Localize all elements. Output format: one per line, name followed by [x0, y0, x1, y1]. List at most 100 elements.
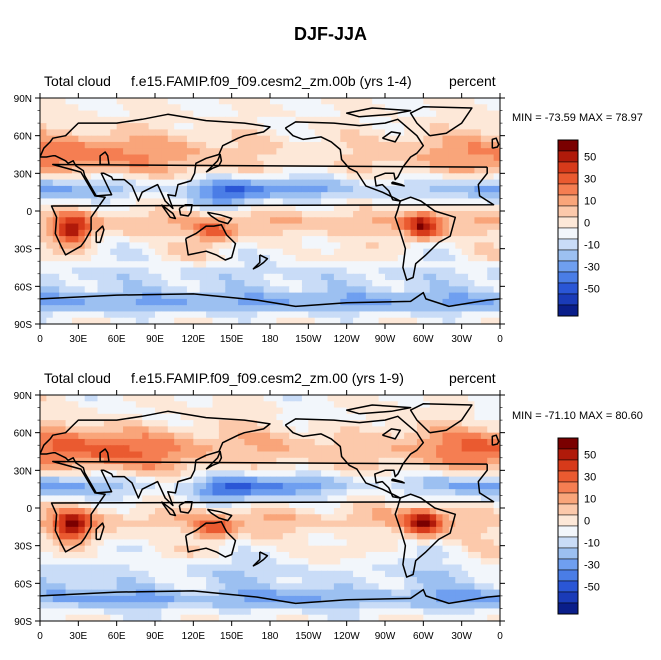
heatmap-cell	[474, 110, 482, 118]
heatmap-cell	[161, 273, 169, 281]
heatmap-cell	[129, 280, 137, 287]
heatmap-cell	[359, 495, 367, 503]
heatmap-cell	[116, 123, 124, 130]
heatmap-cell	[333, 167, 341, 174]
heatmap-cell	[84, 286, 92, 294]
heatmap-cell	[410, 501, 418, 509]
heatmap-cell	[155, 261, 162, 269]
heatmap-cell	[423, 508, 431, 515]
heatmap-cell	[212, 438, 220, 446]
heatmap-cell	[397, 495, 405, 503]
heatmap-cell	[59, 495, 67, 503]
heatmap-cell	[193, 577, 201, 584]
heatmap-cell	[480, 298, 488, 306]
heatmap-cell	[40, 413, 47, 421]
heatmap-cell	[123, 476, 131, 484]
heatmap-cell	[116, 217, 124, 225]
heatmap-cell	[65, 558, 73, 566]
heatmap-cell	[289, 551, 297, 559]
heatmap-cell	[416, 141, 424, 149]
heatmap-cell	[372, 236, 380, 243]
heatmap-cell	[365, 438, 373, 446]
heatmap-cell	[231, 98, 239, 105]
heatmap-cell	[250, 148, 258, 156]
heatmap-cell	[493, 273, 500, 281]
heatmap-cell	[46, 141, 54, 149]
heatmap-cell	[346, 123, 354, 130]
heatmap-cell	[59, 211, 67, 218]
heatmap-cell	[359, 98, 367, 105]
heatmap-cell	[372, 501, 380, 509]
heatmap-cell	[308, 564, 316, 572]
heatmap-cell	[263, 248, 271, 256]
heatmap-cell	[257, 539, 265, 547]
heatmap-cell	[206, 495, 214, 503]
heatmap-cell	[135, 204, 143, 212]
heatmap-cell	[40, 298, 47, 306]
heatmap-cell	[110, 217, 118, 225]
heatmap-cell	[270, 539, 277, 547]
heatmap-cell	[282, 514, 290, 522]
heatmap-cell	[461, 464, 469, 471]
heatmap-cell	[206, 564, 214, 572]
heatmap-cell	[148, 261, 156, 269]
heatmap-cell	[391, 104, 399, 112]
colorbar-swatch	[557, 282, 579, 295]
heatmap-cell	[493, 464, 500, 471]
heatmap-cell	[410, 520, 418, 528]
heatmap-cell	[314, 551, 322, 559]
heatmap-cell	[52, 286, 60, 294]
heatmap-cell	[103, 564, 111, 572]
heatmap-cell	[295, 248, 303, 256]
heatmap-cell	[186, 514, 194, 522]
heatmap-cell	[46, 445, 54, 453]
heatmap-cell	[78, 558, 86, 566]
heatmap-cell	[46, 401, 54, 409]
heatmap-cell	[455, 476, 463, 484]
heatmap-cell	[71, 248, 79, 256]
heatmap-cell	[199, 533, 207, 540]
heatmap-cell	[333, 501, 341, 509]
heatmap-cell	[59, 110, 67, 118]
heatmap-cell	[186, 173, 194, 181]
heatmap-cell	[353, 451, 361, 459]
heatmap-cell	[327, 564, 335, 572]
heatmap-cell	[231, 464, 239, 471]
heatmap-cell	[493, 267, 500, 275]
heatmap-cell	[199, 154, 207, 162]
heatmap-cell	[238, 564, 246, 572]
heatmap-cell	[123, 317, 131, 324]
heatmap-cell	[308, 395, 316, 402]
heatmap-cell	[250, 317, 258, 324]
heatmap-cell	[397, 211, 405, 218]
heatmap-cell	[308, 116, 316, 124]
heatmap-cell	[276, 104, 284, 112]
heatmap-cell	[416, 254, 424, 262]
heatmap-cell	[244, 248, 252, 256]
heatmap-cell	[321, 395, 329, 402]
heatmap-cell	[218, 217, 226, 225]
heatmap-cell	[461, 545, 469, 553]
heatmap-cell	[423, 248, 431, 256]
heatmap-cell	[65, 267, 73, 275]
heatmap-cell	[161, 311, 169, 319]
heatmap-cell	[123, 98, 131, 105]
heatmap-cell	[148, 110, 156, 118]
heatmap-cell	[270, 280, 277, 287]
heatmap-cell	[167, 160, 175, 168]
heatmap-cell	[110, 558, 118, 566]
heatmap-cell	[244, 261, 252, 269]
heatmap-cell	[97, 141, 105, 149]
heatmap-cell	[295, 426, 303, 434]
heatmap-cell	[231, 123, 239, 130]
heatmap-cell	[493, 426, 500, 434]
heatmap-cell	[91, 508, 99, 515]
heatmap-cell	[436, 223, 444, 231]
heatmap-cell	[295, 305, 303, 313]
heatmap-cell	[397, 192, 405, 200]
heatmap-cell	[97, 551, 105, 559]
heatmap-cell	[244, 533, 252, 540]
heatmap-cell	[333, 464, 341, 471]
heatmap-cell	[416, 135, 424, 143]
heatmap-cell	[238, 451, 246, 459]
